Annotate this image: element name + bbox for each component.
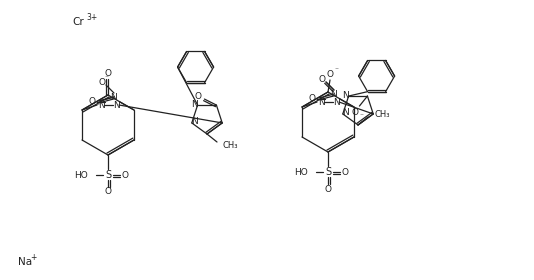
Text: N: N (98, 101, 104, 109)
Text: O: O (105, 69, 112, 78)
Text: Na: Na (18, 257, 32, 267)
Text: O: O (352, 108, 359, 116)
Text: N: N (333, 97, 340, 106)
Text: O: O (98, 78, 106, 87)
Text: HO: HO (74, 171, 88, 179)
Text: O: O (325, 185, 332, 193)
Text: ⁻: ⁻ (96, 102, 100, 111)
Text: ⁻: ⁻ (105, 74, 109, 83)
Text: 3+: 3+ (86, 13, 97, 22)
Text: N: N (331, 90, 337, 99)
Text: N: N (191, 117, 198, 127)
Text: N: N (113, 101, 120, 109)
Text: N: N (342, 90, 349, 100)
Text: O: O (326, 69, 334, 78)
Text: ⁻: ⁻ (334, 66, 338, 74)
Text: S: S (105, 170, 111, 180)
Text: N: N (318, 97, 324, 106)
Text: O: O (342, 167, 349, 176)
Text: CH₃: CH₃ (223, 141, 239, 150)
Text: O: O (122, 171, 129, 179)
Text: CH₃: CH₃ (374, 109, 389, 118)
Text: O: O (318, 74, 326, 83)
Text: O: O (105, 188, 112, 197)
Text: O: O (89, 97, 96, 106)
Text: N: N (111, 92, 117, 102)
Text: S: S (325, 167, 331, 177)
Text: ⁻: ⁻ (359, 111, 364, 121)
Text: N: N (342, 108, 349, 117)
Text: HO: HO (294, 167, 308, 176)
Text: Cr: Cr (72, 17, 84, 27)
Text: +: + (30, 253, 36, 262)
Text: O: O (309, 94, 316, 102)
Text: N: N (191, 100, 198, 109)
Text: O: O (195, 92, 202, 101)
